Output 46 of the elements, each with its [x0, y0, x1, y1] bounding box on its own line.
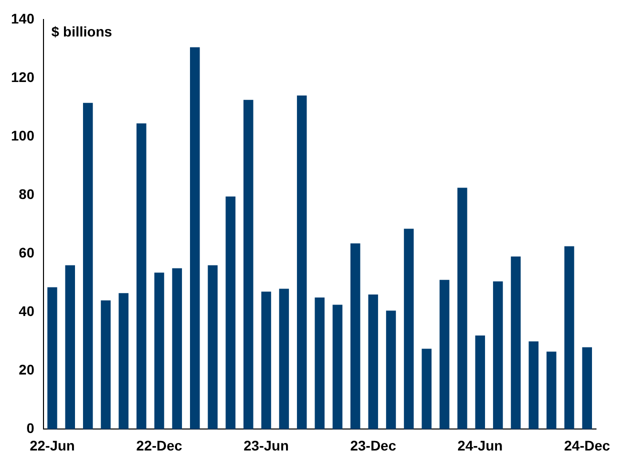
x-tick-label: 23-Dec	[350, 437, 396, 454]
x-tick-label: 24-Dec	[564, 437, 610, 454]
bar	[404, 228, 414, 430]
x-tick-label: 24-Jun	[458, 437, 503, 454]
bar	[422, 348, 432, 430]
bar	[83, 102, 93, 430]
bar	[47, 287, 58, 430]
bar	[100, 300, 111, 430]
bar	[190, 47, 200, 430]
y-tick-label: 80	[18, 186, 35, 202]
bar	[475, 336, 486, 430]
bar	[528, 341, 539, 430]
bar	[226, 196, 236, 430]
bar	[564, 246, 574, 430]
bar	[154, 272, 164, 430]
x-tick-label: 23-Jun	[244, 437, 289, 454]
bar	[136, 123, 146, 430]
y-tick-label: 140	[11, 10, 35, 26]
bar	[65, 265, 75, 430]
bar	[368, 294, 378, 430]
y-tick-label: 40	[18, 302, 35, 319]
bar	[440, 280, 450, 430]
bar	[582, 347, 592, 430]
bar	[457, 188, 468, 430]
x-tick-label: 22-Jun	[30, 437, 75, 454]
annotation: $ billions	[51, 23, 112, 40]
y-tick-label: 100	[11, 127, 35, 144]
y-tick-label: 20	[18, 362, 35, 378]
bar	[261, 292, 272, 430]
y-tick-label: 120	[11, 68, 35, 85]
bar	[386, 310, 396, 430]
bar	[510, 256, 521, 430]
bar	[279, 288, 289, 430]
x-tick-label: 22-Dec	[136, 437, 182, 454]
bar	[243, 100, 254, 430]
bar	[546, 352, 556, 430]
bar	[314, 297, 325, 430]
bar	[118, 293, 128, 430]
bar	[296, 96, 307, 430]
bar	[350, 243, 360, 430]
y-tick-label: 0	[26, 420, 35, 436]
y-tick-label: 60	[18, 244, 35, 260]
bar	[208, 265, 218, 430]
bar	[332, 304, 342, 430]
bar	[172, 268, 182, 430]
bar	[493, 281, 503, 430]
